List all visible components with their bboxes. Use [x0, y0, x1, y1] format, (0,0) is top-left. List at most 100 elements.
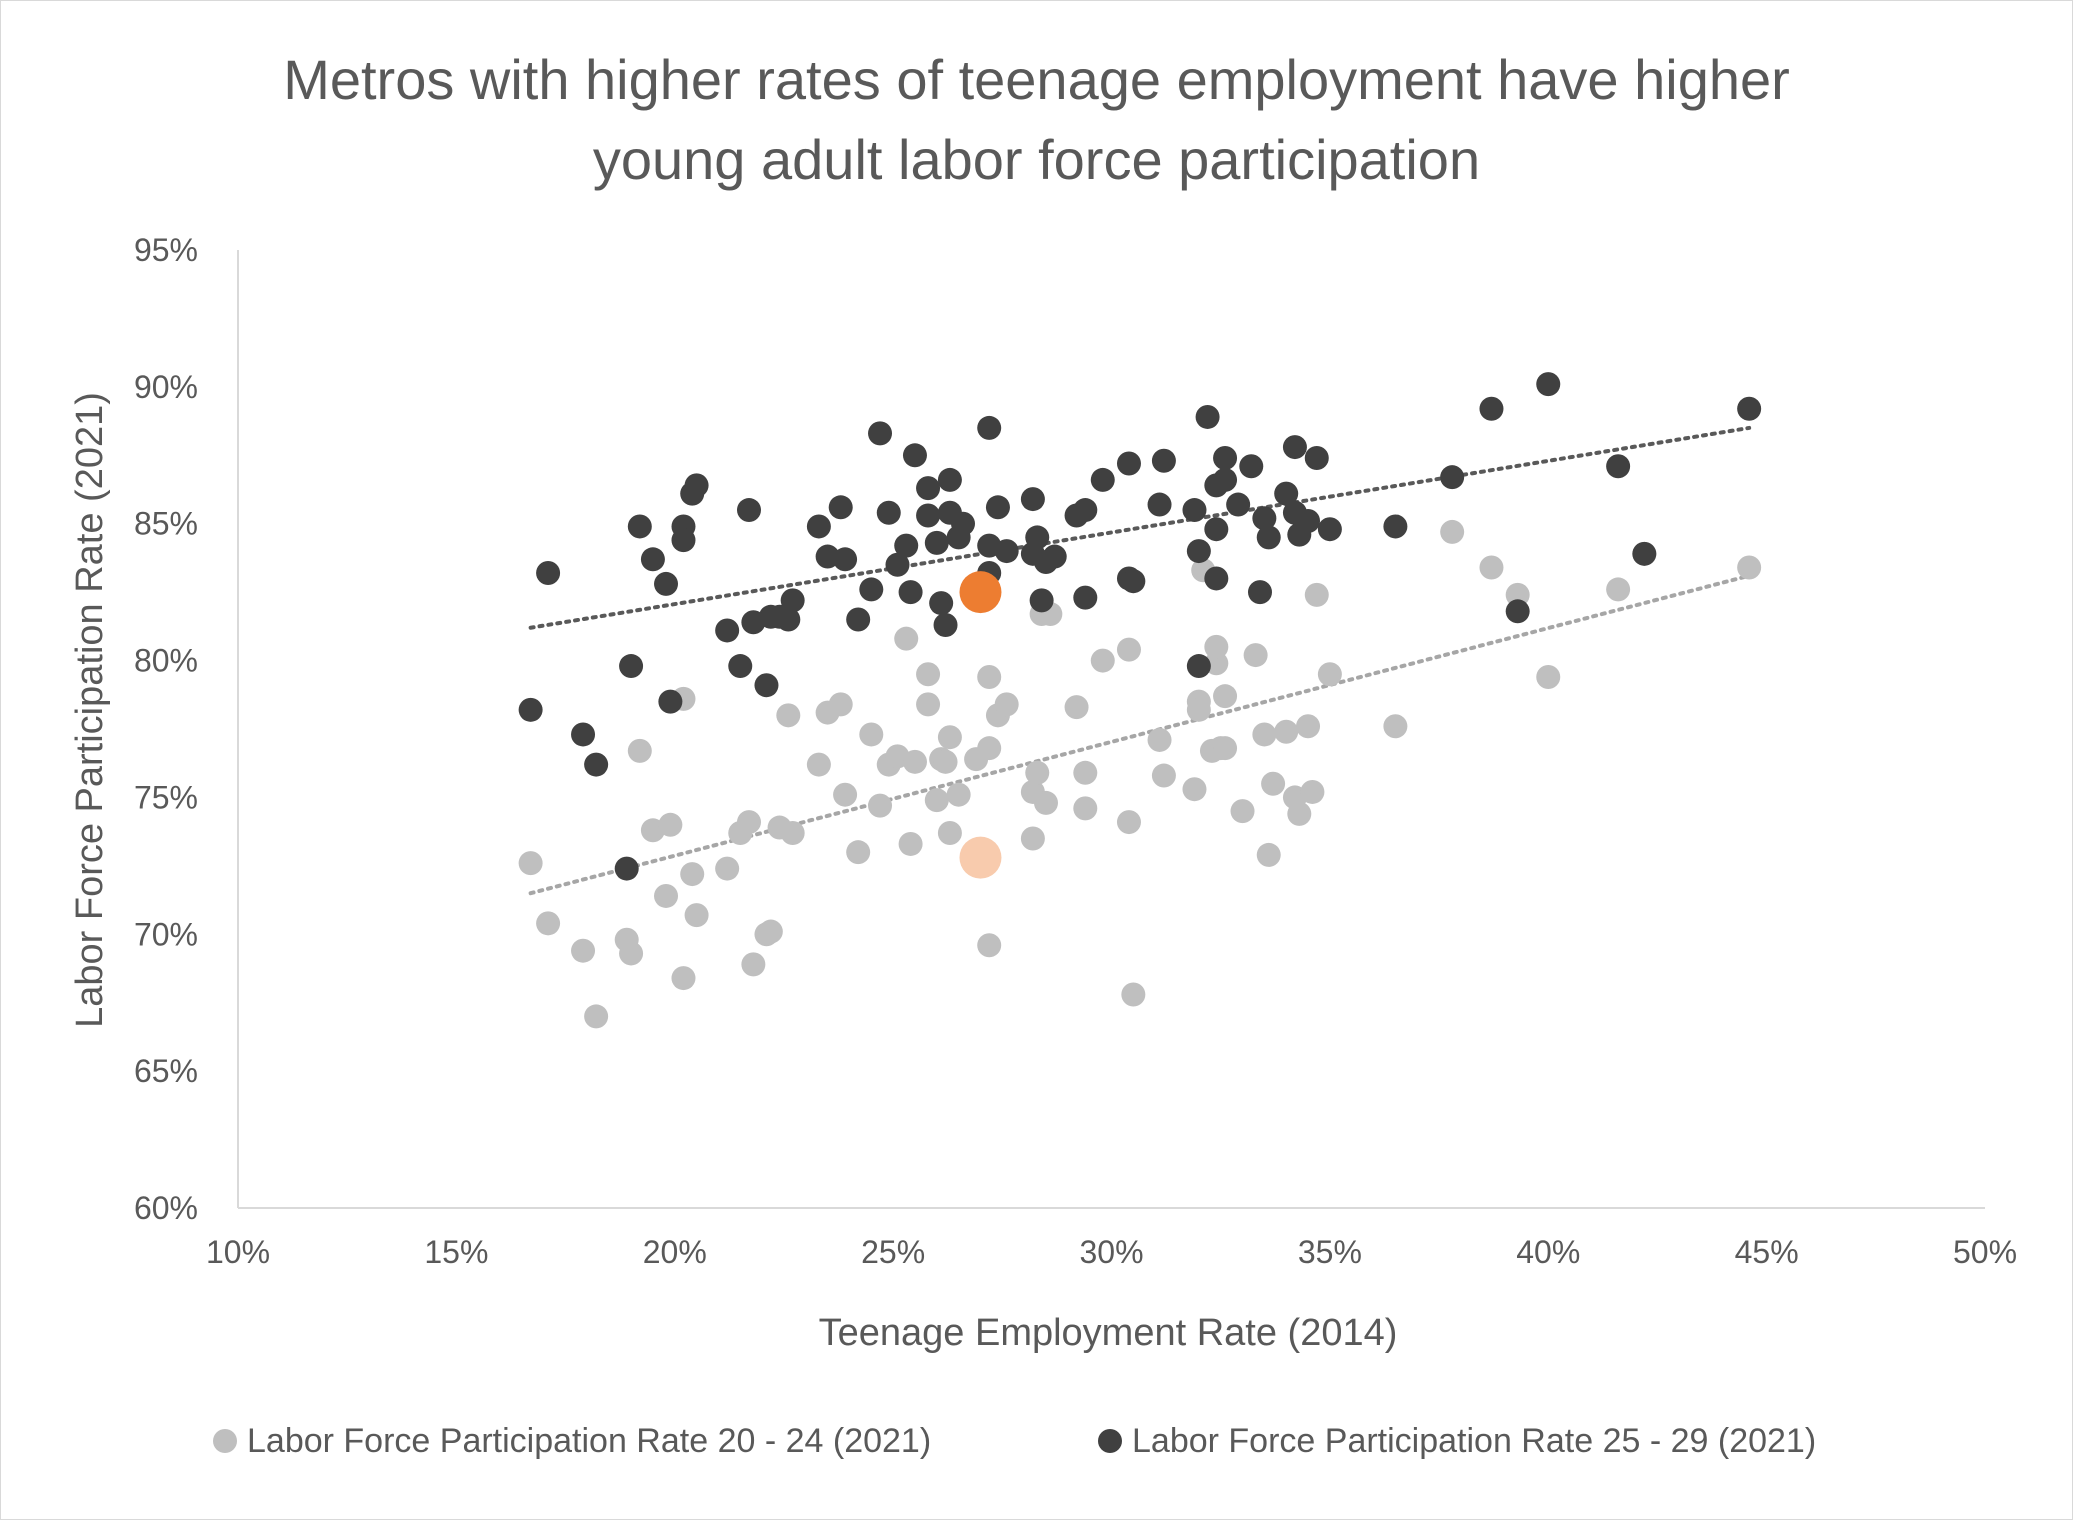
series-1-point: [1121, 982, 1146, 1007]
series-2-point: [1737, 396, 1762, 421]
series-1-point: [627, 738, 652, 763]
legend-item: Labor Force Participation Rate 20 - 24 (…: [213, 1422, 931, 1460]
y-tick-label: 80%: [134, 643, 198, 679]
series-1-point: [1230, 799, 1255, 824]
series-1-point: [658, 812, 683, 837]
series-1-point: [1252, 722, 1277, 747]
series-1-point: [1274, 719, 1299, 744]
series-1-point: [736, 810, 761, 835]
series-1-point: [833, 782, 858, 807]
series-1-trendline: [528, 573, 1752, 896]
series-1-point: [806, 752, 831, 777]
series-1-point: [780, 821, 805, 846]
series-2-point: [518, 697, 543, 722]
x-tick-label: 50%: [1953, 1234, 2017, 1270]
series-1-point: [1204, 634, 1229, 659]
series-1-point: [1243, 643, 1268, 668]
series-2-point: [658, 689, 683, 714]
series-1-point: [1020, 826, 1045, 851]
y-tick-label: 70%: [134, 916, 198, 952]
series-1-point: [1213, 736, 1238, 761]
series-1-point: [1116, 810, 1141, 835]
series-1-point: [1737, 555, 1762, 580]
series-1-point: [916, 692, 941, 717]
series-1-point: [1064, 695, 1089, 720]
series-1-point: [1317, 662, 1342, 687]
series-2-point: [951, 511, 976, 536]
series-2-point: [1256, 525, 1281, 550]
series-2-point: [1186, 654, 1211, 679]
series-2-point: [571, 722, 596, 747]
series-1-point: [846, 840, 871, 865]
series-2-highlight-point: [959, 571, 1002, 614]
series-2-point: [1440, 465, 1465, 490]
series-2-point: [994, 539, 1019, 564]
series-2-point: [1317, 517, 1342, 542]
series-1-point: [868, 793, 893, 818]
series-1-point: [1287, 801, 1312, 826]
x-axis-title: Teenage Employment Rate (2014): [819, 1312, 1398, 1354]
series-2-point: [885, 552, 910, 577]
legend-item: Labor Force Participation Rate 25 - 29 (…: [1098, 1422, 1816, 1460]
x-tick-label: 20%: [643, 1234, 707, 1270]
series-1-point: [828, 692, 853, 717]
series-2-point: [1274, 481, 1299, 506]
series-1-point: [1256, 842, 1281, 867]
series-2-point: [1182, 498, 1207, 523]
series-1-point: [1304, 582, 1329, 607]
series-2-point: [640, 547, 665, 572]
series-1-point: [898, 831, 923, 856]
series-2-point: [937, 467, 962, 492]
series-2-point: [828, 495, 853, 520]
legend: Labor Force Participation Rate 20 - 24 (…: [213, 1422, 1816, 1460]
series-2-point: [985, 495, 1010, 520]
series-2-point: [1239, 454, 1264, 479]
series-2-point: [1304, 446, 1329, 471]
y-tick-label: 90%: [134, 369, 198, 405]
series-2-point: [1282, 435, 1307, 460]
series-2-point: [754, 673, 779, 698]
series-2-point: [654, 571, 679, 596]
series-1-point: [1025, 760, 1050, 785]
series-2-point: [1247, 580, 1272, 605]
series-1-point: [937, 821, 962, 846]
series-1-point: [1073, 760, 1098, 785]
series-2-point: [902, 443, 927, 468]
series-1-point: [1440, 519, 1465, 544]
legend-label: Labor Force Participation Rate 25 - 29 (…: [1132, 1422, 1816, 1460]
series-2-point: [1073, 585, 1098, 610]
series-1-point: [536, 911, 561, 936]
series-1-point: [1296, 714, 1321, 739]
series-2-point: [1073, 498, 1098, 523]
series-1-point: [1151, 763, 1176, 788]
series-1-point: [924, 788, 949, 813]
series-1-point: [977, 736, 1002, 761]
series-2-point: [933, 612, 958, 637]
series-1-point: [1300, 779, 1325, 804]
series-1-point: [741, 952, 766, 977]
series-1-point: [1505, 582, 1530, 607]
series-2-point: [1213, 446, 1238, 471]
series-2-point: [715, 618, 740, 643]
series-2-point: [776, 607, 801, 632]
series-2-point: [536, 560, 561, 585]
series-2-point: [1204, 517, 1229, 542]
series-2-point: [916, 476, 941, 501]
series-2-point: [1116, 451, 1141, 476]
series-1-point: [654, 883, 679, 908]
series-1-point: [1479, 555, 1504, 580]
series-1-point: [584, 1004, 609, 1029]
series-1-point: [902, 749, 927, 774]
series-1-point: [977, 664, 1002, 689]
y-tick-label: 95%: [134, 232, 198, 268]
series-2-point: [780, 588, 805, 613]
series-2-point: [1383, 514, 1408, 539]
series-2-point: [1121, 569, 1146, 594]
series-2-point: [894, 533, 919, 558]
series-1-point: [715, 856, 740, 881]
series-1-point: [776, 703, 801, 728]
legend-marker: [1098, 1429, 1122, 1453]
x-tick-label: 45%: [1735, 1234, 1799, 1270]
series-2-trendline: [528, 425, 1752, 630]
